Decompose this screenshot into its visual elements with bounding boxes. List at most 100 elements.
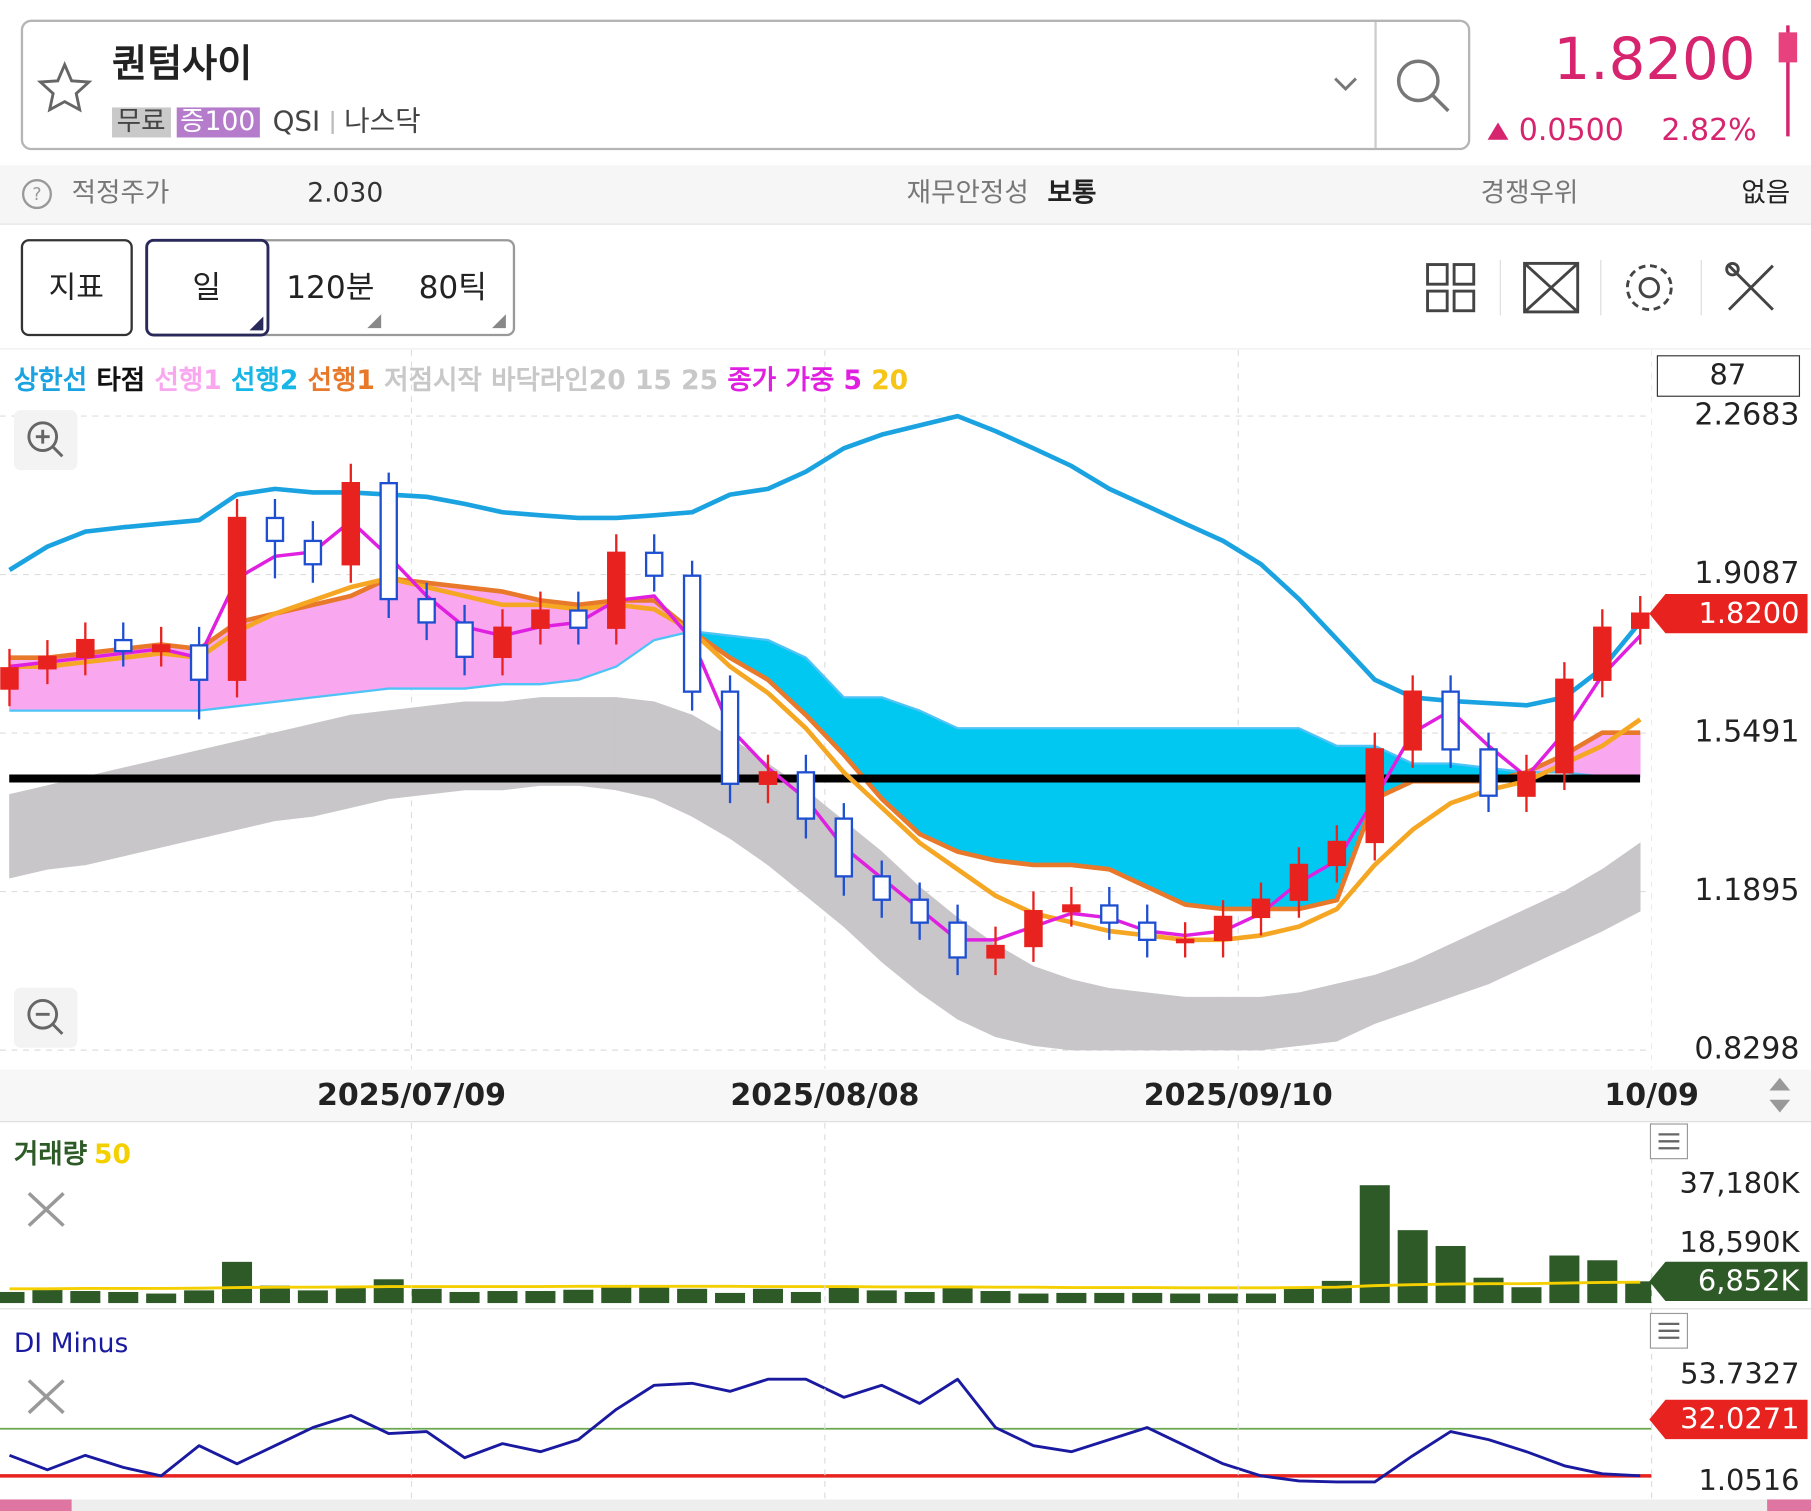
candle-body xyxy=(1479,748,1498,797)
last-value-tag xyxy=(1649,1261,1808,1301)
candle-body xyxy=(303,539,323,566)
ticker: QSI xyxy=(273,104,321,137)
area xyxy=(1184,727,1224,910)
panel-title: DI Minus xyxy=(14,1328,128,1359)
volume-bar xyxy=(563,1289,594,1304)
candle-body xyxy=(1062,904,1081,913)
zoom-out[interactable] xyxy=(27,998,59,1030)
zoom-in[interactable] xyxy=(35,429,64,458)
area xyxy=(1222,996,1262,1051)
candle-body xyxy=(417,597,436,624)
volume-bar xyxy=(942,1285,973,1304)
button-label[interactable]: 지표 xyxy=(49,270,104,305)
candle-body xyxy=(1327,840,1347,867)
button-label[interactable]: 80틱 xyxy=(419,270,487,306)
candle-body xyxy=(227,516,247,681)
close-panel[interactable] xyxy=(27,1379,65,1415)
panel-menu[interactable] xyxy=(1658,1322,1680,1339)
zoom-out[interactable] xyxy=(13,987,78,1048)
panel-menu[interactable] xyxy=(1649,1123,1688,1160)
scale-arrows[interactable] xyxy=(1769,1077,1791,1091)
volume-plot xyxy=(0,1185,1652,1304)
zoom-in[interactable] xyxy=(13,410,78,471)
y-tick-label: 1.5491 xyxy=(1694,715,1799,750)
legend-item: 5 xyxy=(843,365,861,396)
candle-body xyxy=(986,944,1005,959)
scroll-thumb[interactable] xyxy=(0,1499,72,1511)
legend-item: 바닥라인20 xyxy=(491,365,626,396)
help-icon[interactable]: ? xyxy=(32,185,41,205)
price-change-pct: 2.82% xyxy=(1661,113,1756,148)
area xyxy=(615,697,655,800)
area xyxy=(1488,908,1527,985)
area xyxy=(1071,727,1110,870)
volume-bar xyxy=(70,1291,101,1304)
x-tick-label: 2025/09/10 xyxy=(1144,1078,1333,1113)
close-panel[interactable] xyxy=(27,1192,65,1227)
legend-item: 선행2 xyxy=(231,365,298,396)
legend: 상한선 타점 선행1 선행2 선행1 저점시작 바닥라인20 15 25 종가 가중 5 20 xyxy=(14,365,908,396)
area xyxy=(1033,727,1072,866)
legend-item: 종가 가중 xyxy=(727,365,834,396)
zoom-in[interactable] xyxy=(27,421,59,452)
last-value-label: 6,852K xyxy=(1698,1263,1801,1297)
volume-bar xyxy=(449,1291,480,1304)
volume-bar xyxy=(411,1288,442,1304)
layout-icon[interactable] xyxy=(1426,263,1476,313)
panel-menu[interactable] xyxy=(1658,1133,1680,1150)
tag: 증100 xyxy=(180,106,255,137)
candle-body xyxy=(1630,612,1650,629)
candle-body xyxy=(1137,921,1157,941)
search-icon[interactable] xyxy=(1396,59,1440,103)
area xyxy=(312,714,352,817)
scroll-thumb[interactable] xyxy=(1767,1499,1811,1511)
y-tick-label: 2.2683 xyxy=(1694,398,1799,433)
scale-arrows[interactable] xyxy=(1769,1099,1791,1113)
help-icon[interactable] xyxy=(21,179,52,210)
dropdown-icon[interactable] xyxy=(1334,77,1357,91)
volume-bar xyxy=(1170,1293,1201,1304)
candle-body xyxy=(114,638,133,653)
volume-bar xyxy=(146,1293,177,1304)
candle-body xyxy=(341,481,361,566)
button-label[interactable]: 120분 xyxy=(286,270,374,306)
volume-bar xyxy=(1208,1293,1239,1304)
x-tick-label: 10/09 xyxy=(1604,1078,1699,1113)
search-box[interactable] xyxy=(20,19,1471,151)
tag: 무료 xyxy=(117,106,166,137)
candle-body xyxy=(0,667,19,690)
candle-body xyxy=(872,875,891,901)
fullscreen-icon[interactable] xyxy=(1523,261,1580,314)
area xyxy=(1222,727,1262,910)
volume-bar xyxy=(259,1285,290,1304)
candle-body xyxy=(493,626,512,658)
area xyxy=(653,701,693,817)
panel-title: 거래량 xyxy=(14,1139,87,1170)
line xyxy=(9,576,1642,943)
settings-icon[interactable] xyxy=(1625,264,1673,312)
y-tick-label: 1.9087 xyxy=(1694,556,1799,591)
favorite-star[interactable] xyxy=(36,61,93,113)
tag-bg xyxy=(176,107,260,138)
volume-bar xyxy=(1473,1277,1504,1304)
volume-bar xyxy=(1549,1255,1580,1304)
area xyxy=(805,656,845,756)
candle-body xyxy=(455,621,474,658)
candle-body xyxy=(531,609,550,629)
zoom-out[interactable] xyxy=(35,1012,64,1035)
volume-bar xyxy=(1397,1230,1428,1304)
period-button[interactable] xyxy=(145,238,270,337)
x-tick-label: 2025/07/09 xyxy=(317,1078,506,1113)
search-icon[interactable] xyxy=(1430,93,1450,113)
candle-body xyxy=(1024,910,1043,948)
x-tick-label: 2025/08/08 xyxy=(730,1078,919,1113)
tools-icon[interactable] xyxy=(1725,261,1774,311)
di-plot xyxy=(0,1377,1652,1484)
indicator-button[interactable] xyxy=(20,239,133,337)
volume-bar xyxy=(980,1291,1011,1304)
button-label[interactable]: 일 xyxy=(192,270,221,306)
volume-bar xyxy=(373,1279,404,1304)
scrollbar[interactable] xyxy=(0,1499,1811,1511)
area xyxy=(1298,983,1338,1046)
market: 나스닥 xyxy=(344,104,421,137)
